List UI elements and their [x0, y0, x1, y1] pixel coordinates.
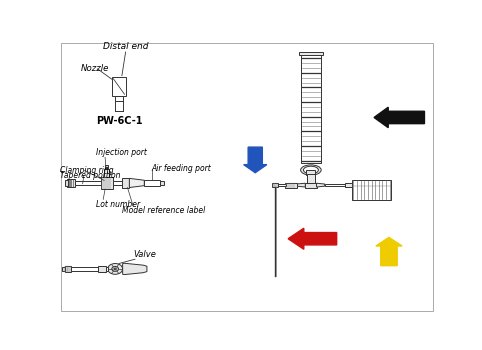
Text: Air feeding port: Air feeding port	[152, 164, 212, 173]
Circle shape	[112, 266, 119, 271]
Ellipse shape	[301, 165, 321, 175]
Text: Injection port: Injection port	[96, 148, 147, 157]
Bar	[308, 175, 314, 180]
Bar	[144, 180, 160, 186]
Bar	[112, 181, 122, 186]
Text: Nozzle: Nozzle	[81, 64, 109, 74]
Text: Lot number: Lot number	[96, 199, 140, 209]
Bar	[115, 96, 123, 101]
FancyArrow shape	[374, 107, 425, 128]
FancyArrow shape	[288, 228, 336, 249]
Text: Distal end: Distal end	[103, 42, 148, 51]
Bar	[307, 170, 315, 175]
Bar	[305, 183, 317, 188]
Bar	[97, 266, 106, 272]
Circle shape	[107, 264, 122, 274]
FancyArrow shape	[244, 147, 267, 173]
Bar	[63, 267, 66, 271]
FancyArrow shape	[376, 237, 402, 266]
Bar	[160, 181, 164, 185]
Bar	[67, 179, 75, 187]
Bar	[105, 167, 108, 169]
Bar	[285, 183, 297, 188]
Bar	[112, 77, 126, 96]
Bar	[75, 181, 101, 186]
Bar	[65, 180, 67, 186]
Bar	[71, 267, 97, 271]
Bar	[307, 174, 315, 183]
Text: Model reference label: Model reference label	[122, 206, 205, 215]
Text: Clamping ring: Clamping ring	[60, 166, 114, 175]
Bar	[106, 267, 108, 271]
Text: Tapered portion: Tapered portion	[60, 171, 121, 180]
Bar	[301, 55, 321, 163]
Text: Valve: Valve	[133, 250, 156, 259]
Bar	[105, 165, 107, 167]
Bar	[352, 180, 391, 201]
Bar	[298, 52, 323, 55]
Bar	[277, 184, 285, 187]
Bar	[104, 169, 108, 177]
Polygon shape	[296, 183, 305, 187]
Polygon shape	[317, 183, 325, 187]
Ellipse shape	[304, 166, 319, 174]
Bar	[345, 183, 352, 187]
Polygon shape	[122, 263, 147, 275]
Polygon shape	[129, 178, 144, 188]
Bar	[325, 184, 345, 187]
Bar	[122, 178, 129, 188]
Bar	[101, 177, 113, 189]
Bar	[65, 266, 71, 272]
Circle shape	[114, 268, 116, 270]
Text: PW-6C-1: PW-6C-1	[95, 116, 142, 126]
Bar	[272, 183, 278, 187]
